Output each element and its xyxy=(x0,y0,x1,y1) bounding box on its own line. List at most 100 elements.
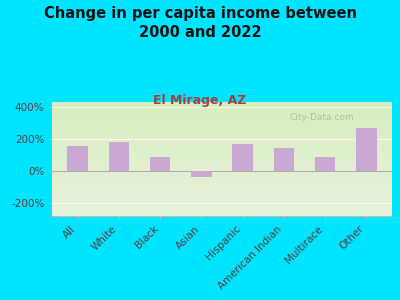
Bar xyxy=(52,108,392,109)
Bar xyxy=(52,153,392,154)
Bar xyxy=(52,143,392,144)
Text: El Mirage, AZ: El Mirage, AZ xyxy=(153,94,247,107)
Bar xyxy=(52,159,392,160)
Bar xyxy=(52,127,392,128)
Bar xyxy=(274,148,294,171)
Bar xyxy=(52,181,392,182)
Bar xyxy=(52,141,392,142)
Bar xyxy=(52,170,392,172)
Bar xyxy=(52,161,392,162)
Bar xyxy=(68,146,88,171)
Bar xyxy=(52,213,392,214)
Bar xyxy=(52,113,392,115)
Bar xyxy=(52,162,392,164)
Bar xyxy=(52,178,392,179)
Bar xyxy=(52,190,392,191)
Bar xyxy=(52,164,392,165)
Text: Change in per capita income between
2000 and 2022: Change in per capita income between 2000… xyxy=(44,6,356,40)
Bar xyxy=(52,189,392,190)
Bar xyxy=(52,120,392,122)
Bar xyxy=(52,137,392,139)
Bar xyxy=(52,182,392,183)
Bar xyxy=(52,194,392,196)
Bar xyxy=(52,106,392,108)
Bar xyxy=(52,186,392,188)
Bar xyxy=(52,166,392,167)
Bar xyxy=(52,144,392,145)
Bar xyxy=(109,142,129,171)
Bar xyxy=(52,199,392,200)
Bar xyxy=(52,125,392,126)
Bar xyxy=(52,173,392,174)
Bar xyxy=(52,168,392,169)
Bar xyxy=(52,110,392,111)
Bar xyxy=(232,144,253,171)
Bar xyxy=(52,157,392,158)
Bar xyxy=(52,202,392,203)
Bar xyxy=(52,102,392,103)
Bar xyxy=(52,145,392,146)
Bar xyxy=(52,154,392,156)
Bar xyxy=(52,156,392,157)
Bar xyxy=(52,185,392,186)
Bar xyxy=(52,208,392,209)
Bar xyxy=(52,165,392,166)
Bar xyxy=(52,112,392,113)
Bar xyxy=(52,212,392,213)
Bar xyxy=(356,128,376,171)
Bar xyxy=(52,132,392,133)
Bar xyxy=(52,111,392,112)
Bar xyxy=(52,119,392,120)
Bar xyxy=(191,171,212,177)
Bar xyxy=(52,188,392,189)
Bar xyxy=(52,130,392,132)
Bar xyxy=(52,105,392,106)
Bar xyxy=(52,201,392,202)
Bar xyxy=(52,196,392,198)
Text: City-Data.com: City-Data.com xyxy=(290,113,355,122)
Bar xyxy=(52,139,392,140)
Bar xyxy=(52,160,392,161)
Bar xyxy=(52,142,392,143)
Bar xyxy=(52,134,392,135)
Bar xyxy=(52,193,392,194)
Bar xyxy=(52,207,392,208)
Bar xyxy=(52,169,392,170)
Bar xyxy=(52,184,392,185)
Bar xyxy=(52,183,392,184)
Bar xyxy=(52,104,392,105)
Bar xyxy=(52,133,392,134)
Bar xyxy=(52,192,392,193)
Bar xyxy=(52,146,392,148)
Bar xyxy=(52,174,392,175)
Bar xyxy=(52,214,392,215)
Bar xyxy=(52,172,392,173)
Bar xyxy=(52,148,392,149)
Bar xyxy=(52,177,392,178)
Bar xyxy=(52,126,392,127)
Bar xyxy=(52,205,392,206)
Bar xyxy=(52,118,392,119)
Bar xyxy=(52,210,392,211)
Bar xyxy=(52,200,392,201)
Bar xyxy=(52,109,392,110)
Bar xyxy=(52,152,392,153)
Bar xyxy=(150,157,170,171)
Bar xyxy=(52,135,392,136)
Bar xyxy=(52,191,392,192)
Bar xyxy=(52,140,392,141)
Bar xyxy=(52,122,392,124)
Bar xyxy=(52,167,392,168)
Bar xyxy=(52,176,392,177)
Bar xyxy=(52,179,392,181)
Bar xyxy=(52,136,392,137)
Bar xyxy=(315,158,335,171)
Bar xyxy=(52,151,392,152)
Bar xyxy=(52,124,392,125)
Bar xyxy=(52,128,392,129)
Bar xyxy=(52,149,392,150)
Bar xyxy=(52,117,392,118)
Bar xyxy=(52,103,392,104)
Bar xyxy=(52,116,392,117)
Bar xyxy=(52,209,392,210)
